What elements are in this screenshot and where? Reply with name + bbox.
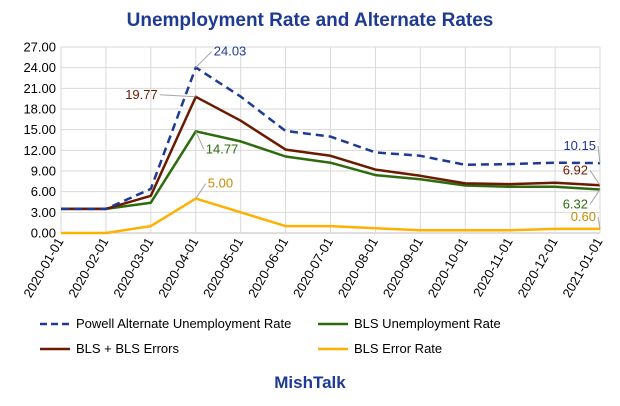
label-leader-line xyxy=(597,146,601,164)
x-tick-label: 2020-12-01 xyxy=(514,235,560,300)
data-label: 19.77 xyxy=(125,87,158,102)
label-leader-line xyxy=(195,183,207,199)
y-tick-label: 27.00 xyxy=(23,40,56,55)
x-axis-ticks: 2020-01-012020-02-012020-03-012020-04-01… xyxy=(20,235,605,300)
x-tick-label: 2020-09-01 xyxy=(380,235,426,300)
label-leader-line xyxy=(589,189,601,205)
data-labels: 24.03 19.77 14.77 5.00 10.15 6.92 6.320.60 xyxy=(125,43,601,229)
y-tick-label: 6.00 xyxy=(31,184,56,199)
x-tick-label: 2020-08-01 xyxy=(335,235,381,300)
y-tick-label: 18.00 xyxy=(23,102,56,117)
legend: Powell Alternate Unemployment Rate BLS Un… xyxy=(40,316,501,356)
y-tick-label: 24.00 xyxy=(23,60,56,75)
x-tick-label: 2020-07-01 xyxy=(290,235,336,300)
legend-entry: BLS Unemployment Rate xyxy=(354,316,501,331)
legend-entry: BLS + BLS Errors xyxy=(76,341,179,356)
series-line-2 xyxy=(61,95,601,211)
label-leader-line xyxy=(195,131,205,150)
label-leader-line xyxy=(159,94,196,98)
y-tick-label: 3.00 xyxy=(31,205,56,220)
data-label: 5.00 xyxy=(208,176,233,191)
chart-title: Unemployment Rate and Alternate Rates xyxy=(127,10,494,31)
x-tick-label: 2021-01-01 xyxy=(559,235,605,300)
legend-entry: Powell Alternate Unemployment Rate xyxy=(76,316,291,331)
y-tick-label: 9.00 xyxy=(31,164,56,179)
x-tick-label: 2020-01-01 xyxy=(20,235,66,300)
series-line-3 xyxy=(61,197,600,235)
footer-brand: MishTalk xyxy=(274,373,346,392)
y-tick-label: 21.00 xyxy=(23,81,56,96)
data-label: 6.32 xyxy=(563,196,588,211)
x-tick-label: 2020-10-01 xyxy=(425,235,471,300)
data-label: 14.77 xyxy=(206,141,239,156)
y-tick-label: 15.00 xyxy=(23,122,56,137)
data-label: 6.92 xyxy=(563,162,588,177)
series-line-0 xyxy=(61,66,601,211)
x-tick-label: 2020-02-01 xyxy=(65,235,111,300)
data-label: 24.03 xyxy=(214,43,247,58)
series-line-1 xyxy=(61,130,601,211)
label-leader-line xyxy=(597,216,601,229)
x-tick-label: 2020-03-01 xyxy=(110,235,156,300)
y-axis-ticks: 0.00 3.00 6.00 9.00 12.00 15.00 18.00 21.00 24.0… xyxy=(23,40,56,241)
gridlines xyxy=(60,46,601,234)
x-tick-label: 2020-05-01 xyxy=(200,235,246,300)
data-label: 10.15 xyxy=(563,138,596,153)
series-lines xyxy=(61,66,601,235)
y-tick-label: 0.00 xyxy=(31,226,56,241)
data-label: 0.60 xyxy=(571,209,596,224)
y-tick-label: 12.00 xyxy=(23,143,56,158)
x-tick-label: 2020-06-01 xyxy=(245,235,291,300)
legend-entry: BLS Error Rate xyxy=(354,341,442,356)
x-tick-label: 2020-11-01 xyxy=(470,235,516,299)
label-leader-line xyxy=(589,170,601,186)
label-leader-line xyxy=(195,51,213,68)
x-tick-label: 2020-04-01 xyxy=(155,235,201,300)
